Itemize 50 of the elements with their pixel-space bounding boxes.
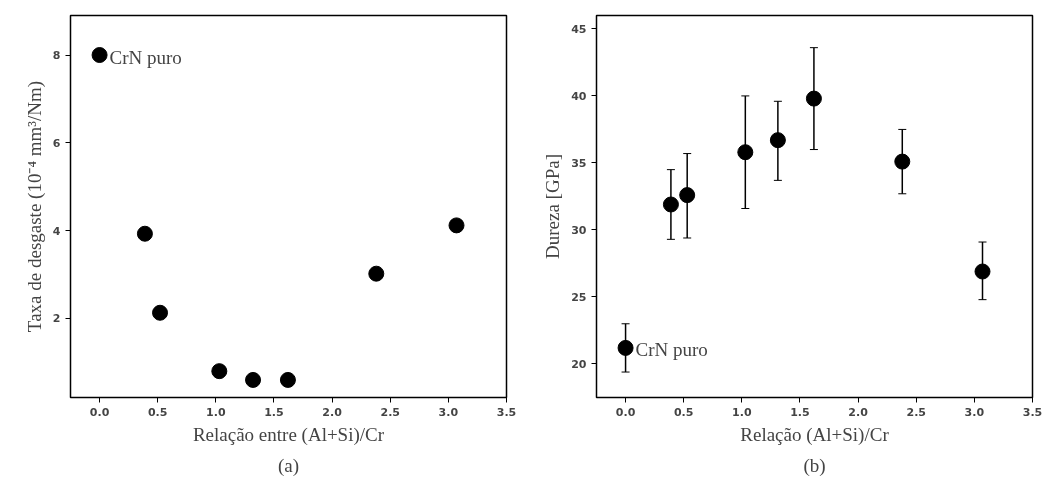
point xyxy=(737,144,754,161)
x-axis-title: Relação (Al+Si)/Cr xyxy=(740,423,890,446)
x-tick-label: 1.5 xyxy=(264,405,284,419)
annotation: CrN puro xyxy=(109,46,182,68)
x-axis-title: Relação entre (Al+Si)/Cr xyxy=(192,423,385,446)
point xyxy=(136,225,153,242)
point xyxy=(769,132,786,149)
y-tick-label: 45 xyxy=(571,22,587,36)
x-tick-label: 0.0 xyxy=(89,405,110,419)
y-tick-label: 2 xyxy=(52,312,61,326)
point xyxy=(91,47,108,63)
point xyxy=(245,371,262,388)
point xyxy=(662,196,679,213)
y-tick-label: 25 xyxy=(571,290,587,304)
text: (a) xyxy=(277,454,300,477)
x-tick-label: 2.0 xyxy=(848,405,869,419)
x-tick-label: 2.5 xyxy=(906,405,926,419)
point xyxy=(894,153,911,170)
x-tick-label: 3.0 xyxy=(964,405,985,419)
x-tick-label: 2.5 xyxy=(380,405,400,419)
y-tick-label: 40 xyxy=(571,89,587,103)
x-tick-label: 1.5 xyxy=(790,405,810,419)
y-axis-title: Dureza [GPa] xyxy=(542,154,564,259)
point xyxy=(368,265,385,282)
x-tick-label: 0.5 xyxy=(673,405,694,419)
annotation: CrN puro xyxy=(635,339,708,361)
point xyxy=(805,90,822,107)
point xyxy=(617,339,634,356)
x-tick-label: 0.0 xyxy=(615,405,636,419)
y-tick-label: 6 xyxy=(52,136,61,150)
x-tick-label: 3.5 xyxy=(496,405,517,419)
point xyxy=(974,263,991,280)
x-tick-label: 1.0 xyxy=(732,405,752,419)
x-tick-label: 0.5 xyxy=(147,405,168,419)
x-tick-label: 3.5 xyxy=(1022,405,1043,419)
point xyxy=(152,304,169,321)
y-tick-label: 20 xyxy=(571,357,587,371)
point xyxy=(211,363,228,380)
y-tick-label: 30 xyxy=(571,223,587,237)
y-tick-label: 8 xyxy=(52,49,61,63)
point xyxy=(279,371,296,388)
x-tick-label: 2.0 xyxy=(322,405,343,419)
point xyxy=(679,187,696,204)
text: (b) xyxy=(803,454,826,477)
point xyxy=(448,217,465,234)
y-tick-label: 35 xyxy=(571,156,587,170)
x-tick-label: 3.0 xyxy=(438,405,459,419)
y-axis-title: Taxa de desgaste (10⁻⁴ mm³/Nm) xyxy=(23,80,46,333)
y-tick-label: 4 xyxy=(52,224,61,238)
x-tick-label: 1.0 xyxy=(206,405,226,419)
